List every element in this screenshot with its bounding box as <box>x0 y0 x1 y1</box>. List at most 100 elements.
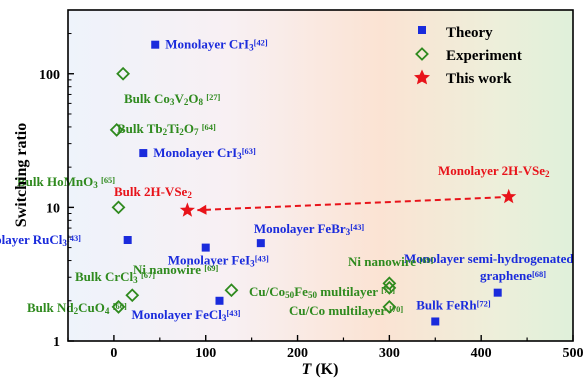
label-text: O <box>188 91 198 106</box>
dashed-arrow-head <box>197 204 207 215</box>
experiment-marker <box>382 280 397 295</box>
legend-experiment-label: Experiment <box>446 48 522 64</box>
label-text: Bulk 2H-VSe <box>114 184 188 199</box>
experiment-point-label: Bulk Tb2Ti2O7 [64] <box>117 121 216 137</box>
experiment-point-label: Bulk CrCl3 [67] <box>75 269 155 285</box>
data-marks <box>109 40 517 326</box>
x-tick-label: 400 <box>471 346 492 361</box>
superscript: [69] <box>204 263 218 273</box>
label-text: Ni nanowire <box>133 262 204 277</box>
experiment-point-label: Bulk Co3V2O8 [27] <box>124 91 221 107</box>
subscript: 0 <box>312 290 317 300</box>
thiswork-point-label: Bulk 2H-VSe2 <box>114 184 192 200</box>
subscript: 0 <box>290 290 295 300</box>
superscript: [67] <box>141 270 155 280</box>
label-text: Bulk CrCl <box>75 269 134 284</box>
experiment-point-label: Bulk HoMnO3 [65] <box>17 174 115 190</box>
subscript: 5 <box>285 290 290 300</box>
experiment-marker <box>109 122 124 137</box>
subscript: 2 <box>187 190 192 200</box>
y-tick-label: 10 <box>46 201 60 216</box>
label-text: O <box>184 121 194 136</box>
theory-point-label: Monolayer RuCl3[43] <box>0 232 81 248</box>
data-labels: Monolayer CrI3[42]Monolayer CrI3[63]Mono… <box>0 37 574 323</box>
experiment-marker <box>224 283 239 298</box>
legend-thiswork-label: This work <box>446 71 512 87</box>
x-tick-label: 500 <box>563 346 584 361</box>
theory-marker <box>139 149 148 158</box>
superscript: [69] <box>419 255 433 265</box>
label-text: multilayer <box>317 284 381 299</box>
theory-marker <box>151 40 160 49</box>
label-text: Ti <box>167 121 179 136</box>
label-text: Bulk FeRh <box>416 297 477 312</box>
label-text: Monolayer 2H-VSe <box>438 163 545 178</box>
label-text: Monolayer FeBr <box>254 221 346 236</box>
experiment-marker <box>111 299 126 314</box>
subscript: 3 <box>249 43 254 53</box>
experiment-point-label: Cu/Co50Fe50 multilayer [71] <box>249 284 395 300</box>
label-text: Monolayer FeCl <box>132 307 223 322</box>
thiswork-marker <box>501 188 517 204</box>
subscript: 2 <box>184 97 189 107</box>
theory-marker <box>123 235 132 244</box>
subscript: 2 <box>545 169 550 179</box>
label-text: Fe <box>294 284 308 299</box>
x-tick-label: 200 <box>287 346 308 361</box>
y-tick-label: 1 <box>53 335 60 350</box>
x-axis-title-unit: (K) <box>311 361 338 378</box>
theory-point-label: Monolayer FeI3[43] <box>168 253 269 269</box>
superscript: [64] <box>202 122 216 132</box>
subscript: 3 <box>250 259 255 269</box>
subscript: 2 <box>163 127 168 137</box>
subscript: 3 <box>237 151 242 161</box>
x-tick-label: 100 <box>195 346 216 361</box>
x-tick-label: 300 <box>379 346 400 361</box>
legend-theory-label: Theory <box>446 25 493 41</box>
label-text: CuO <box>78 300 105 315</box>
experiment-marker <box>111 200 126 215</box>
subscript: 3 <box>133 275 138 285</box>
legend-theory-marker <box>418 26 426 34</box>
thiswork-marker <box>179 202 195 217</box>
experiment-marker <box>116 66 131 81</box>
label-text: graphene <box>480 268 532 283</box>
superscript: [66] <box>113 301 127 311</box>
label-text: Cu/Co <box>249 284 285 299</box>
subscript: 4 <box>105 306 110 316</box>
superscript: [43] <box>226 308 240 318</box>
theory-marker <box>493 288 502 297</box>
subscript: 8 <box>199 97 204 107</box>
experiment-marker <box>125 288 140 303</box>
plot-frame <box>67 9 574 342</box>
subscript: 2 <box>179 127 184 137</box>
superscript: [65] <box>101 175 115 185</box>
legend: Theory Experiment This work <box>414 25 522 87</box>
theory-marker <box>201 243 210 252</box>
label-text: Bulk Tb <box>117 121 163 136</box>
subscript: 5 <box>308 290 313 300</box>
superscript: [43] <box>67 233 81 243</box>
theory-point-label: Monolayer CrI3[42] <box>165 37 268 53</box>
theory-point-label: Monolayer FeCl3[43] <box>132 307 241 323</box>
subscript: 3 <box>346 227 351 237</box>
plot-background <box>68 10 573 341</box>
superscript: [43] <box>350 222 364 232</box>
superscript: [27] <box>206 92 220 102</box>
theory-marker <box>215 296 224 305</box>
y-tick-label: 100 <box>39 68 60 83</box>
theory-point-label: graphene[68] <box>480 268 546 283</box>
label-text: Monolayer RuCl <box>0 232 63 247</box>
label-text: Ni nanowire <box>348 254 419 269</box>
superscript: [70] <box>389 304 403 314</box>
subscript: 3 <box>170 97 175 107</box>
x-axis-title-symbol: T <box>302 361 313 378</box>
subscript: 3 <box>62 238 67 248</box>
label-text: Monolayer CrI <box>153 145 237 160</box>
y-axis-title: Switching ratio <box>13 123 30 227</box>
legend-thiswork-marker <box>414 69 430 85</box>
dashed-arrow-line <box>197 196 501 212</box>
superscript: [72] <box>477 298 491 308</box>
superscript: [71] <box>381 285 395 295</box>
